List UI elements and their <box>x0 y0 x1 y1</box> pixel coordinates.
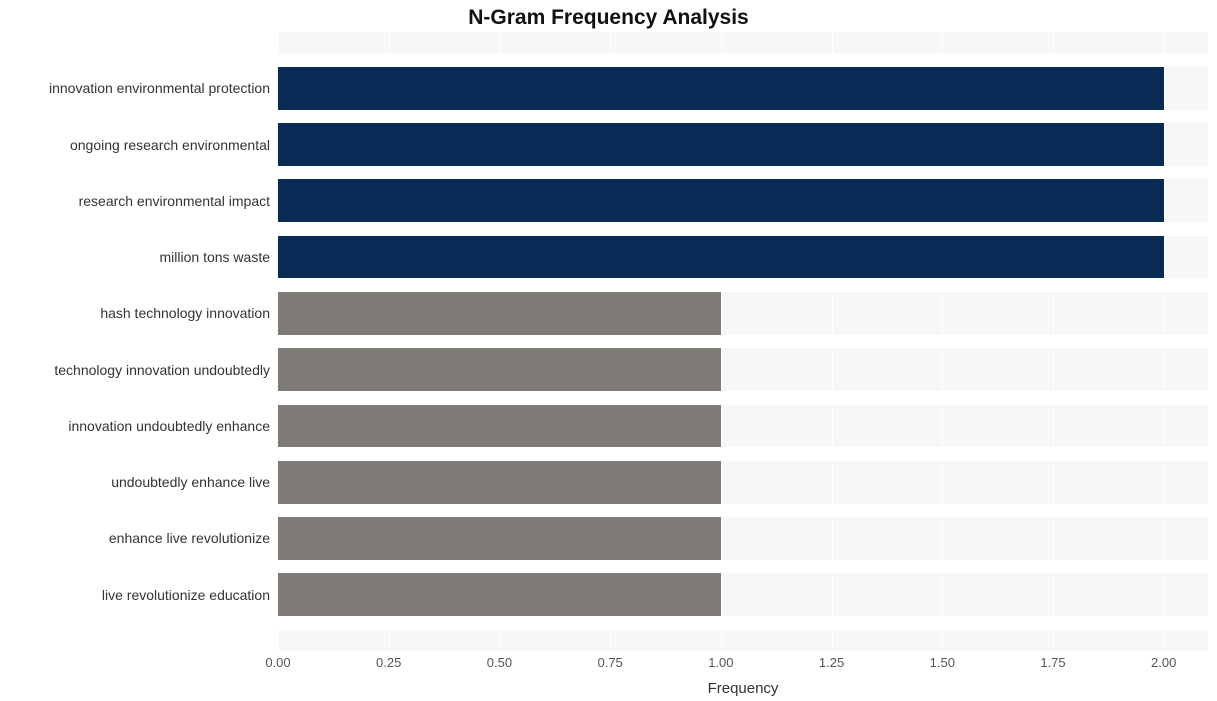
bar <box>278 236 1164 279</box>
y-tick-label: innovation undoubtedly enhance <box>0 418 270 434</box>
y-tick-label: million tons waste <box>0 249 270 265</box>
y-tick-label: live revolutionize education <box>0 587 270 603</box>
bar <box>278 67 1164 110</box>
x-tick-label: 0.75 <box>597 655 622 670</box>
bar <box>278 292 721 335</box>
plot-area <box>278 32 1208 651</box>
bar <box>278 123 1164 166</box>
bar <box>278 573 721 616</box>
x-axis-title: Frequency <box>278 680 1208 697</box>
y-tick-label: hash technology innovation <box>0 305 270 321</box>
bar <box>278 348 721 391</box>
x-tick-label: 1.75 <box>1040 655 1065 670</box>
x-tick-label: 1.50 <box>930 655 955 670</box>
chart-title: N-Gram Frequency Analysis <box>0 6 1217 30</box>
y-tick-label: ongoing research environmental <box>0 137 270 153</box>
y-axis-labels: innovation environmental protection ongoi… <box>0 32 270 651</box>
bar <box>278 405 721 448</box>
x-tick-label: 2.00 <box>1151 655 1176 670</box>
y-tick-label: innovation environmental protection <box>0 80 270 96</box>
y-tick-label: undoubtedly enhance live <box>0 474 270 490</box>
y-tick-label: technology innovation undoubtedly <box>0 362 270 378</box>
x-axis-labels: 0.000.250.500.751.001.251.501.752.00 <box>278 655 1208 673</box>
bars-layer <box>278 32 1208 651</box>
y-tick-label: research environmental impact <box>0 193 270 209</box>
x-tick-label: 0.25 <box>376 655 401 670</box>
x-tick-label: 0.00 <box>265 655 290 670</box>
x-tick-label: 0.50 <box>487 655 512 670</box>
x-tick-label: 1.25 <box>819 655 844 670</box>
y-tick-label: enhance live revolutionize <box>0 530 270 546</box>
bar <box>278 179 1164 222</box>
bar <box>278 517 721 560</box>
ngram-frequency-chart: N-Gram Frequency Analysis innovation env… <box>0 0 1217 701</box>
x-tick-label: 1.00 <box>708 655 733 670</box>
bar <box>278 461 721 504</box>
